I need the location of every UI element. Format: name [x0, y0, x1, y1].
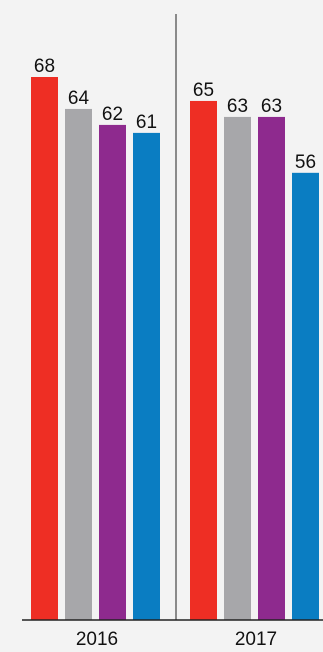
- bar-2016-1: [31, 77, 58, 620]
- value-label-2016-3: 62: [102, 104, 123, 125]
- value-label-2017-2: 63: [227, 96, 248, 117]
- bar-2017-3: [258, 116, 285, 621]
- bar-2016-4: [133, 132, 160, 620]
- value-label-2017-3: 63: [261, 96, 282, 117]
- x-tick-label-2017: 2017: [235, 629, 277, 650]
- bar-2017-2: [224, 116, 251, 621]
- value-label-2016-4: 61: [136, 112, 157, 133]
- value-label-2017-1: 65: [193, 80, 214, 101]
- bar-2016-2: [65, 108, 92, 621]
- value-labels-group: 68 64 62 61 65 63 63 56: [34, 56, 316, 173]
- value-label-2017-4: 56: [295, 152, 316, 173]
- value-label-2016-1: 68: [34, 56, 55, 77]
- value-label-2016-2: 64: [68, 88, 90, 109]
- bar-2017-4: [292, 172, 319, 620]
- bar-2016-3: [99, 124, 126, 620]
- bars-group: [31, 77, 319, 621]
- bar-2017-1: [190, 100, 217, 621]
- x-tick-label-2016: 2016: [76, 629, 118, 650]
